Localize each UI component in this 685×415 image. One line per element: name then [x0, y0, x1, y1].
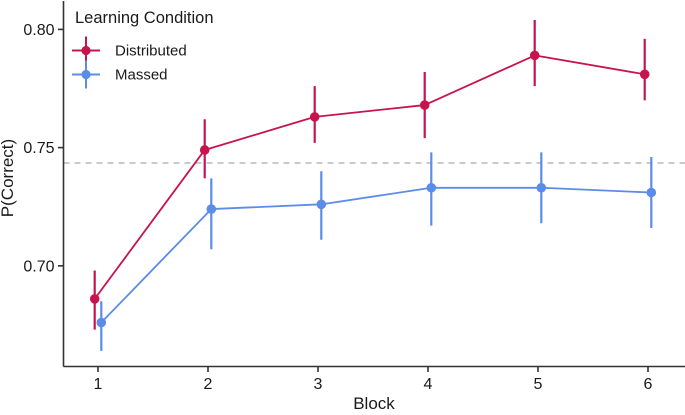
data-point — [89, 294, 100, 304]
data-point — [419, 100, 430, 110]
series-line — [93, 54, 645, 300]
data-point — [536, 182, 547, 193]
data-point — [199, 145, 210, 155]
data-point — [646, 187, 657, 198]
legend-glyphs — [72, 36, 100, 89]
x-tick-label: 3 — [314, 376, 323, 393]
y-axis-title: P(Correct) — [0, 139, 17, 217]
x-axis-title: Block — [353, 394, 395, 413]
data-point — [96, 317, 107, 328]
y-tick-label: 0.70 — [23, 258, 54, 275]
series-line — [100, 186, 652, 324]
x-tick-label: 4 — [424, 376, 433, 393]
x-tick-label: 5 — [534, 376, 543, 393]
legend-glyph-distributed — [72, 36, 100, 65]
legend-title: Learning Condition — [75, 9, 214, 27]
legend: Learning Condition Distributed Massed — [72, 9, 214, 89]
series-distributed — [89, 19, 650, 330]
legend-glyph-point — [81, 45, 91, 56]
legend-glyph-massed — [72, 60, 100, 89]
data-point — [309, 112, 320, 122]
x-tick-label: 6 — [644, 376, 653, 393]
x-tick-label: 1 — [94, 376, 103, 393]
y-tick-label: 0.75 — [23, 140, 54, 157]
data-point — [316, 199, 327, 210]
data-point — [206, 204, 217, 214]
y-tick-label: 0.80 — [23, 22, 54, 39]
series-massed — [96, 152, 657, 351]
legend-label-distributed: Distributed — [115, 43, 187, 60]
chart-canvas: 0.70 0.75 0.80 1 2 3 4 5 6 — [23, 1, 685, 393]
data-point — [426, 182, 437, 193]
legend-label-massed: Massed — [115, 67, 168, 84]
data-point — [639, 69, 650, 80]
x-tick-label: 2 — [204, 376, 213, 393]
legend-glyph-point — [81, 69, 91, 80]
data-point — [529, 50, 540, 61]
